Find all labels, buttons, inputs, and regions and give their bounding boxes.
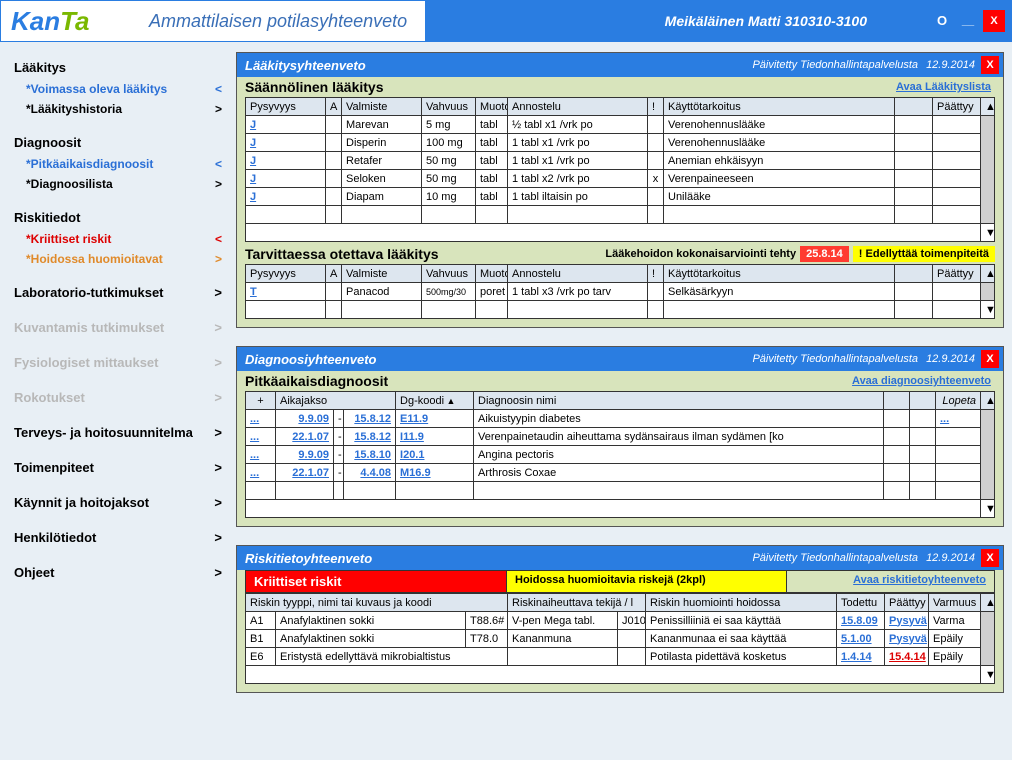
nav-medication-history[interactable]: *Lääkityshistoria> [8,99,228,119]
close-icon[interactable]: X [981,549,999,567]
risk-table: Riskin tyyppi, nimi tai kuvaus ja koodiR… [245,593,995,684]
risk-panel: Riskitietoyhteenveto Päivitetty Tiedonha… [236,545,1004,693]
nav-careplan[interactable]: Terveys- ja hoitosuunnitelma> [8,421,228,444]
diagnosis-table: +AikajaksoDg-koodiDiagnoosin nimiLopeta▲… [245,391,995,518]
header-right: Meikäläinen Matti 310310-3100 O __ X [425,1,1011,41]
nav-medication[interactable]: Lääkitys [8,56,228,79]
logo: KanTa [1,2,131,41]
open-risk-link[interactable]: Avaa riskitietoyhteenveto [853,574,986,586]
nav-help[interactable]: Ohjeet> [8,561,228,584]
regular-med-table: PysyvyysAValmisteVahvuusMuotoAnnostelu!K… [245,97,995,242]
nav-critical-risks[interactable]: *Kriittiset riskit< [8,229,228,249]
critical-risks-label: Kriittiset riskit [245,570,507,593]
close-icon[interactable]: X [981,350,999,368]
care-risks-label: Hoidossa huomioitavia riskejä (2kpl) [507,570,787,593]
nav-lab[interactable]: Laboratorio-tutkimukset> [8,281,228,304]
close-button[interactable]: X [983,10,1005,32]
nav-current-medication[interactable]: *Voimassa oleva lääkitys< [8,79,228,99]
nav-vaccines: Rokotukset> [8,386,228,409]
nav-person[interactable]: Henkilötiedot> [8,526,228,549]
app-header: KanTa Ammattilaisen potilasyhteenveto Me… [0,0,1012,42]
medication-panel: Lääkitysyhteenveto Päivitetty Tiedonhall… [236,52,1004,328]
medication-title: Lääkitysyhteenveto [245,58,752,73]
diagnosis-panel: Diagnoosiyhteenveto Päivitetty Tiedonhal… [236,346,1004,527]
nav-procedures[interactable]: Toimenpiteet> [8,456,228,479]
nav-physio: Fysiologiset mittaukset> [8,351,228,374]
page-title: Ammattilaisen potilasyhteenveto [131,5,425,38]
nav-risks[interactable]: Riskitiedot [8,206,228,229]
nav-care-risks[interactable]: *Hoidossa huomioitavat> [8,249,228,269]
nav-visits[interactable]: Käynnit ja hoitojaksot> [8,491,228,514]
open-medlist-link[interactable]: Avaa Lääkityslista [896,81,991,93]
nav-diagnosis-list[interactable]: *Diagnoosilista> [8,174,228,194]
close-icon[interactable]: X [981,56,999,74]
patient-name: Meikäläinen Matti 310310-3100 [665,13,867,29]
nav-longterm-diagnoses[interactable]: *Pitkäaikaisdiagnoosit< [8,154,228,174]
sidebar: Lääkitys *Voimassa oleva lääkitys< *Lääk… [0,42,236,721]
nav-diagnoses[interactable]: Diagnoosit [8,131,228,154]
options-button[interactable]: O [931,10,953,32]
nav-imaging: Kuvantamis tutkimukset> [8,316,228,339]
minimize-button[interactable]: __ [957,10,979,32]
prn-med-table: PysyvyysAValmisteVahvuusMuotoAnnostelu!K… [245,264,995,319]
content: Lääkitysyhteenveto Päivitetty Tiedonhall… [236,42,1012,721]
open-diag-link[interactable]: Avaa diagnoosiyhteenveto [852,375,991,387]
